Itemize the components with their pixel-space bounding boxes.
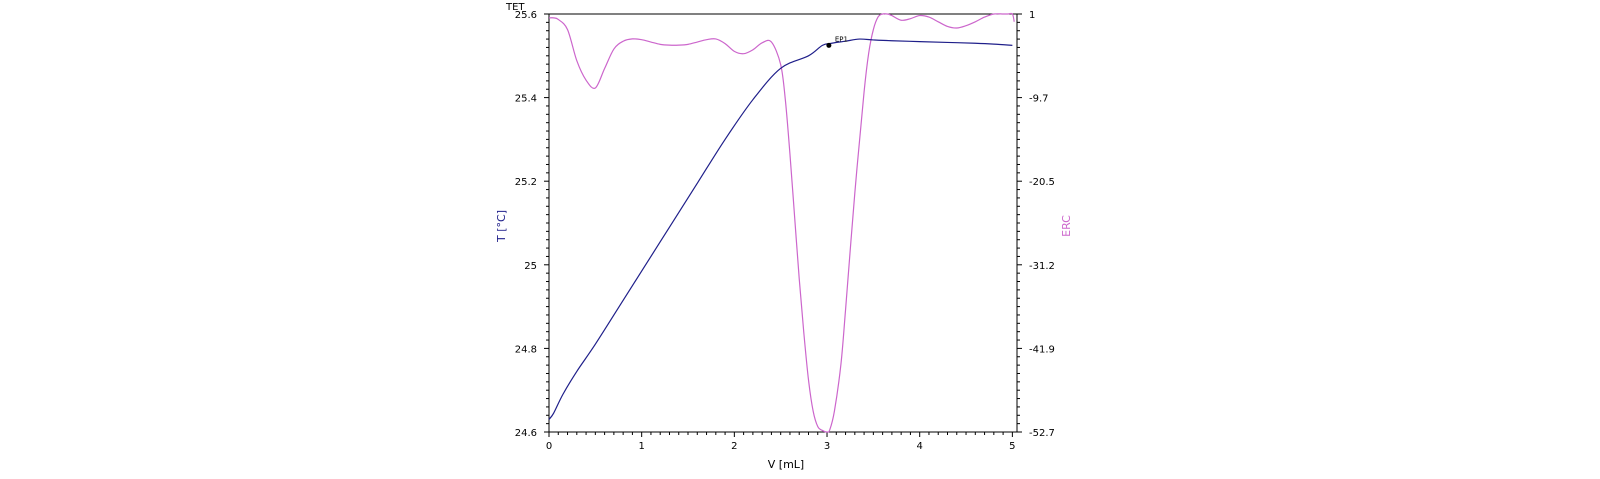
- y-right-axis-label: ERC: [1060, 215, 1073, 237]
- x-tick-label: 1: [638, 441, 644, 452]
- annotations: EP1: [826, 35, 848, 48]
- x-tick-label: 3: [824, 441, 830, 452]
- x-axis-label: V [mL]: [768, 458, 804, 471]
- x-tick-label: 5: [1009, 441, 1015, 452]
- endpoint-marker: [826, 42, 832, 48]
- y-right-tick-label: -31.2: [1029, 261, 1055, 272]
- axis-ticks: [544, 13, 1022, 437]
- y-left-tick-label: 25.2: [515, 177, 537, 188]
- y-right-tick-label: -41.9: [1029, 344, 1055, 355]
- y-left-tick-label: 25.4: [515, 94, 537, 105]
- endpoint-label: EP1: [835, 35, 848, 43]
- y-left-axis-label: T [°C]: [495, 210, 508, 243]
- x-tick-label: 4: [917, 441, 923, 452]
- y-right-tick-label: -9.7: [1029, 94, 1049, 105]
- y-right-tick-label: 1: [1029, 10, 1035, 21]
- y-right-tick-label: -20.5: [1029, 177, 1055, 188]
- y-left-tick-label: 25.6: [515, 10, 537, 21]
- erc-series-line: [548, 12, 1015, 433]
- x-tick-label: 2: [731, 441, 737, 452]
- x-tick-label: 0: [546, 441, 552, 452]
- temperature-series-line: [548, 38, 1013, 420]
- y-left-tick-label: 25: [524, 261, 537, 272]
- y-right-tick-label: -52.7: [1029, 428, 1055, 439]
- axis-tick-labels: 0 1 2 3 4 5 25.6 25.4 25.2 25 24.8 24.6 1 -9.7 -20.5 -3…: [515, 10, 1055, 452]
- y-left-tick-label: 24.6: [515, 428, 537, 439]
- y-left-tick-label: 24.8: [515, 344, 537, 355]
- chart-title: TET: [505, 2, 525, 13]
